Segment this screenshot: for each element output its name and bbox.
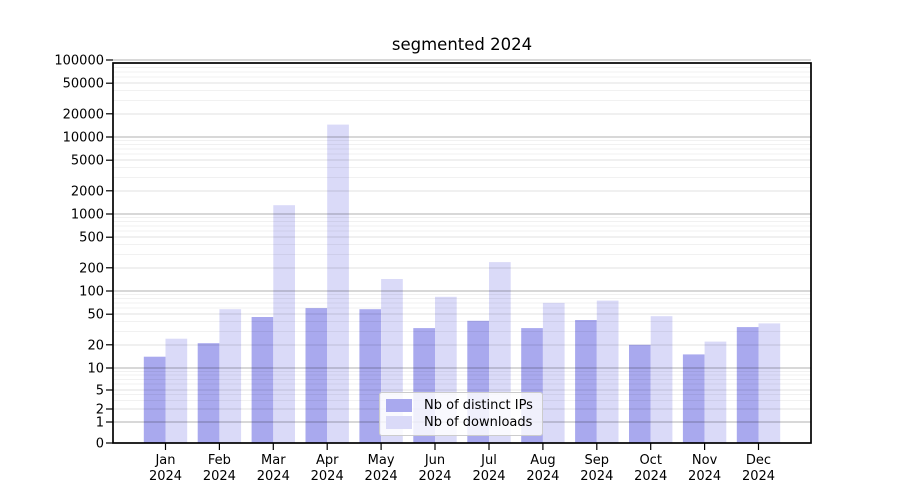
chart-title: segmented 2024 xyxy=(391,35,533,54)
bar-downloads-mar xyxy=(273,205,295,443)
y-tick-label: 100 xyxy=(79,285,104,300)
bar-ips-may xyxy=(359,309,382,443)
y-tick-label: 50 xyxy=(87,308,104,323)
y-tick-label: 5000 xyxy=(71,154,104,169)
bar-ips-nov xyxy=(682,354,705,443)
legend-label-distinct-ips: Nb of distinct IPs xyxy=(424,398,533,413)
bar-downloads-dec xyxy=(758,323,781,443)
x-tick-label-apr: Apr 2024 xyxy=(311,453,344,484)
x-tick-label-feb: Feb 2024 xyxy=(203,453,236,484)
y-tick-label: 10 xyxy=(87,362,104,377)
x-tick-label-dec: Dec 2024 xyxy=(742,453,775,484)
x-tick-label-jul: Jul 2024 xyxy=(472,453,505,484)
y-tick-label: 1000 xyxy=(71,208,104,223)
bar-downloads-jan xyxy=(165,338,188,443)
bar-ips-dec xyxy=(736,327,759,443)
legend-swatch-downloads xyxy=(386,416,412,429)
legend-label-downloads: Nb of downloads xyxy=(424,415,533,430)
bar-downloads-sep xyxy=(596,300,619,443)
y-gridlines xyxy=(113,59,811,423)
x-tick-label-mar: Mar 2024 xyxy=(257,453,290,484)
bar-downloads-oct xyxy=(650,316,673,443)
bar-downloads-feb xyxy=(219,309,242,443)
bar-ips-apr xyxy=(305,308,328,443)
x-tick-label-may: May 2024 xyxy=(365,453,398,484)
bar-downloads-nov xyxy=(704,341,727,443)
bar-ips-jan xyxy=(143,356,166,443)
bar-ips-mar xyxy=(251,317,274,443)
x-tick-label-sep: Sep 2024 xyxy=(580,453,613,484)
x-tick-label-oct: Oct 2024 xyxy=(634,453,667,484)
y-tick-label: 5 xyxy=(96,384,104,399)
y-axis: 0 12 5 10 20 50 100 200 500 1000 2000 5000 10000 2000… xyxy=(54,54,113,452)
y-tick-label: 10000 xyxy=(63,131,104,146)
bar-ips-oct xyxy=(629,344,651,443)
y-tick-label: 50000 xyxy=(63,77,104,92)
x-tick-label-jan: Jan 2024 xyxy=(149,453,182,484)
x-tick-label-nov: Nov 2024 xyxy=(688,453,721,484)
bar-downloads-aug xyxy=(542,302,565,443)
y-tick-label: 200 xyxy=(79,261,104,276)
y-tick-label: 2000 xyxy=(71,184,104,199)
y-tick-label: 1 xyxy=(96,416,104,431)
plot-border xyxy=(112,62,812,444)
y-tick-label: 20 xyxy=(87,338,104,353)
x-tick-label-jun: Jun 2024 xyxy=(418,453,451,484)
legend: Nb of distinct IPs Nb of downloads xyxy=(379,392,543,436)
legend-row-downloads: Nb of downloads xyxy=(386,415,534,430)
y-tick-label: 100000 xyxy=(54,54,104,69)
y-tick-label: 2 xyxy=(96,403,104,418)
x-axis: Jan 2024 Feb 2024 Mar 2024 Apr 2024 May 2024 Jun 20… xyxy=(149,443,775,484)
bar-downloads-apr xyxy=(327,124,349,443)
y-tick-label: 20000 xyxy=(63,107,104,122)
y-tick-label: 500 xyxy=(79,231,104,246)
y-tick-label: 0 xyxy=(96,437,104,452)
bar-ips-sep xyxy=(575,320,597,443)
legend-swatch-distinct-ips xyxy=(386,399,412,412)
bar-ips-feb xyxy=(197,343,220,443)
legend-row-distinct-ips: Nb of distinct IPs xyxy=(386,398,534,413)
x-tick-label-aug: Aug 2024 xyxy=(526,453,559,484)
